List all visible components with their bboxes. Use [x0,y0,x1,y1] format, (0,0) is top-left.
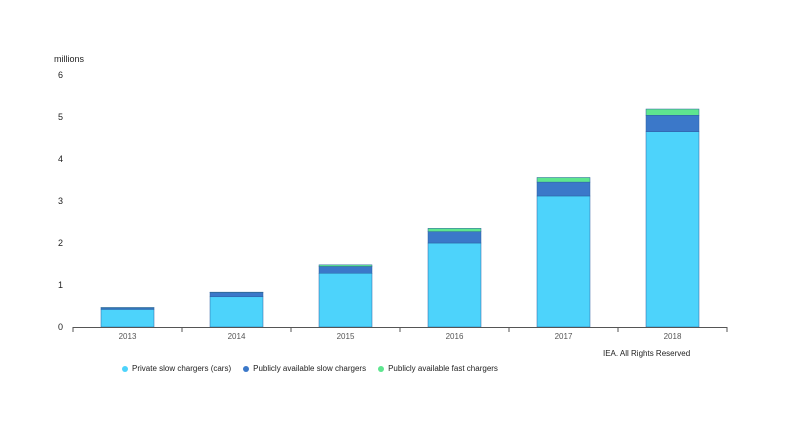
legend-label: Publicly available fast chargers [388,364,498,373]
y-tick-label: 0 [58,322,63,332]
bar-segment-2015-series-2[interactable] [318,264,373,267]
bar-segment-2018-series-0[interactable] [645,131,700,328]
chart-card: 0 1 2 3 4 5 6 2013 2014 2015 2016 2017 2018 million… [4,4,796,399]
bar-segment-2013-series-0[interactable] [100,309,155,328]
bar-segment-2015-series-0[interactable] [318,272,373,328]
x-tick-label: 2016 [446,332,464,341]
bar-segment-2017-series-2[interactable] [536,177,591,183]
y-tick-label: 3 [58,196,63,206]
legend-item-public-fast[interactable]: Publicly available fast chargers [378,364,498,373]
y-axis-unit-label: millions [54,54,85,64]
legend-item-private-slow[interactable]: Private slow chargers (cars) [122,364,231,373]
bar-segment-2017-series-0[interactable] [536,195,591,328]
bar-segment-2016-series-0[interactable] [427,242,482,328]
legend-swatch [378,365,385,372]
bar-segment-2016-series-2[interactable] [427,228,482,232]
legend-item-public-slow[interactable]: Publicly available slow chargers [243,364,366,373]
legend-swatch [243,365,250,372]
legend-label: Publicly available slow chargers [253,364,367,373]
bar-segment-2014-series-2[interactable] [209,291,264,293]
bar-segment-2017-series-1[interactable] [536,181,591,197]
bar-segment-2013-series-2[interactable] [100,307,155,309]
x-tick-label: 2015 [337,332,355,341]
y-tick-label: 6 [58,70,63,80]
x-tick-label: 2018 [664,332,682,341]
bar-segment-2014-series-1[interactable] [209,292,264,298]
legend: Private slow chargers (cars) Publicly av… [122,364,510,373]
y-tick-label: 1 [58,280,63,290]
y-tick-label: 2 [58,238,63,248]
source-note: IEA. All Rights Reserved [603,349,691,358]
legend-swatch [122,365,128,372]
x-tick-label: 2013 [119,332,137,341]
bar-segment-2014-series-0[interactable] [209,296,264,328]
legend-label: Private slow chargers (cars) [132,364,232,373]
bar-segment-2015-series-1[interactable] [318,266,373,274]
bar-segment-2016-series-1[interactable] [427,231,482,244]
bar-segment-2018-series-2[interactable] [645,108,700,116]
x-tick-label: 2014 [228,332,246,341]
y-tick-label: 4 [58,154,63,164]
x-tick-label: 2017 [555,332,573,341]
y-tick-label: 5 [58,112,63,122]
bar-segment-2018-series-1[interactable] [645,115,700,132]
stacked-bar-chart: 0 1 2 3 4 5 6 2013 2014 2015 2016 2017 2018 [58,70,728,341]
